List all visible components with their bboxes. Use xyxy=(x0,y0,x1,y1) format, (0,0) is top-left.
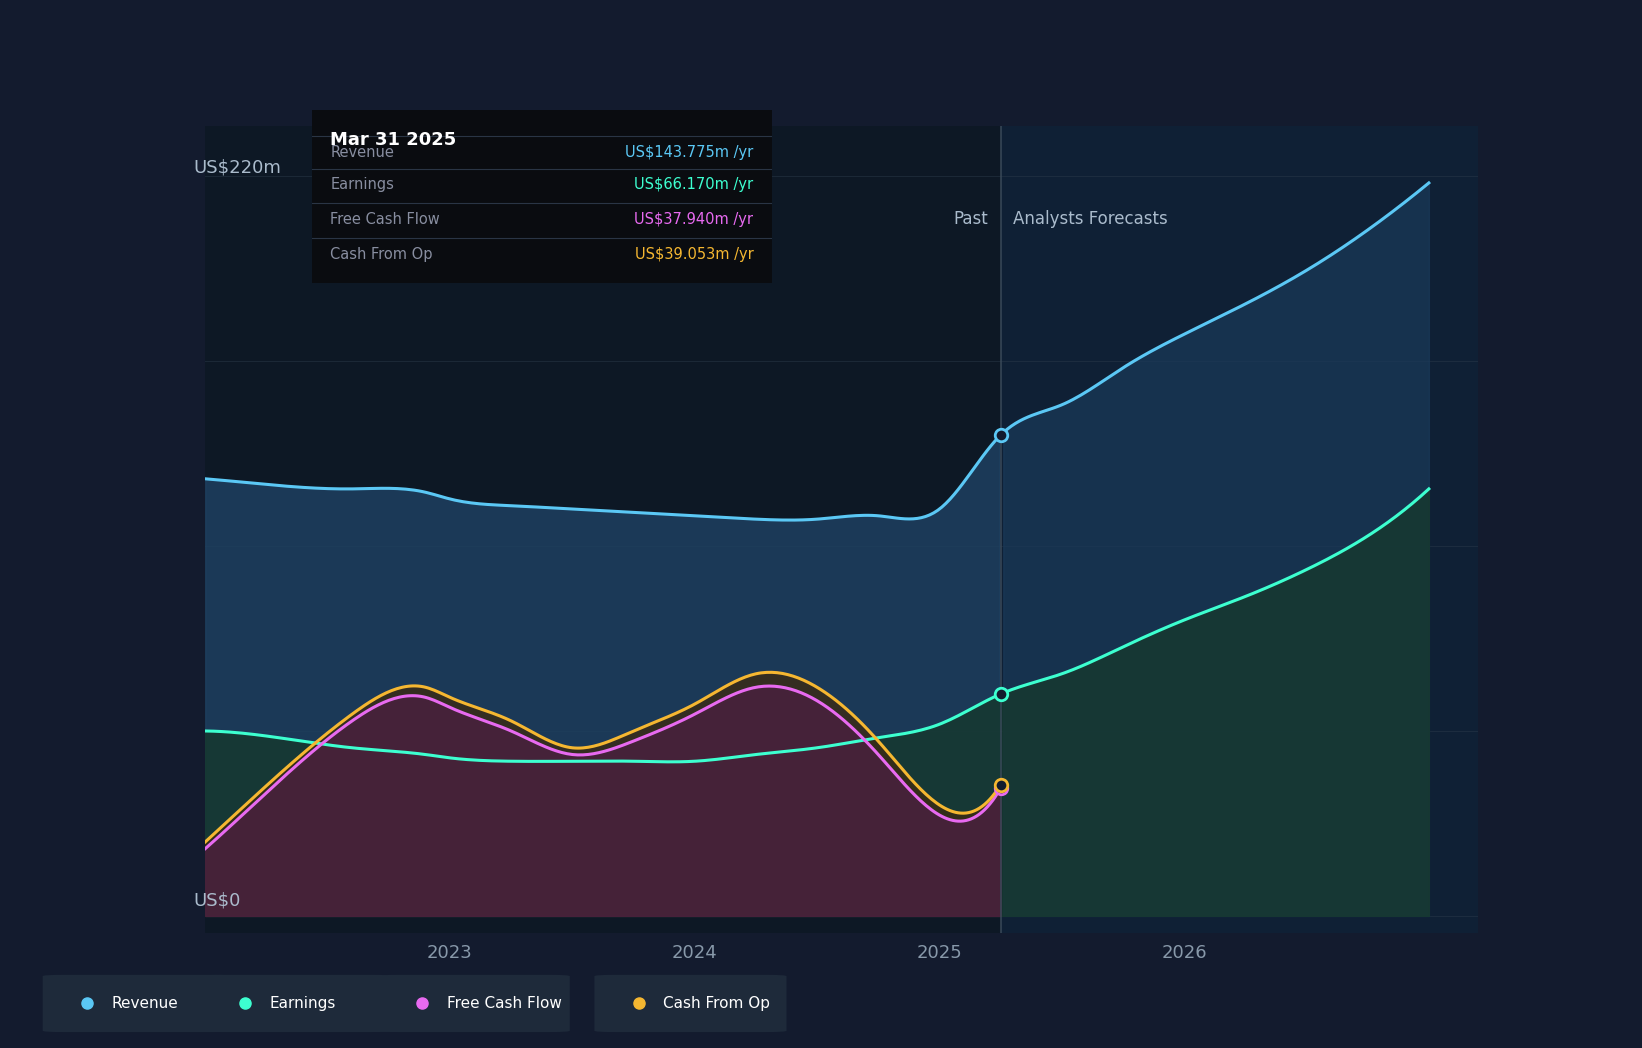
Text: US$220m: US$220m xyxy=(194,158,281,176)
Text: US$39.053m /yr: US$39.053m /yr xyxy=(634,246,754,262)
Text: US$0: US$0 xyxy=(194,891,240,910)
Text: Past: Past xyxy=(954,210,988,227)
Text: Cash From Op: Cash From Op xyxy=(330,246,433,262)
Text: Revenue: Revenue xyxy=(330,145,394,159)
Text: US$37.940m /yr: US$37.940m /yr xyxy=(634,212,754,227)
Text: Analysts Forecasts: Analysts Forecasts xyxy=(1013,210,1167,227)
Text: Mar 31 2025: Mar 31 2025 xyxy=(330,131,456,149)
Text: Revenue: Revenue xyxy=(112,996,179,1011)
Text: Earnings: Earnings xyxy=(269,996,335,1011)
Text: Cash From Op: Cash From Op xyxy=(663,996,770,1011)
Text: Earnings: Earnings xyxy=(330,177,394,193)
Text: US$143.775m /yr: US$143.775m /yr xyxy=(626,145,754,159)
Text: Free Cash Flow: Free Cash Flow xyxy=(330,212,440,227)
Text: US$66.170m /yr: US$66.170m /yr xyxy=(634,177,754,193)
Bar xyxy=(205,126,1000,933)
FancyBboxPatch shape xyxy=(378,975,570,1032)
Text: Free Cash Flow: Free Cash Flow xyxy=(447,996,562,1011)
FancyBboxPatch shape xyxy=(594,975,787,1032)
Bar xyxy=(1000,126,1478,933)
FancyBboxPatch shape xyxy=(43,975,235,1032)
FancyBboxPatch shape xyxy=(200,975,392,1032)
